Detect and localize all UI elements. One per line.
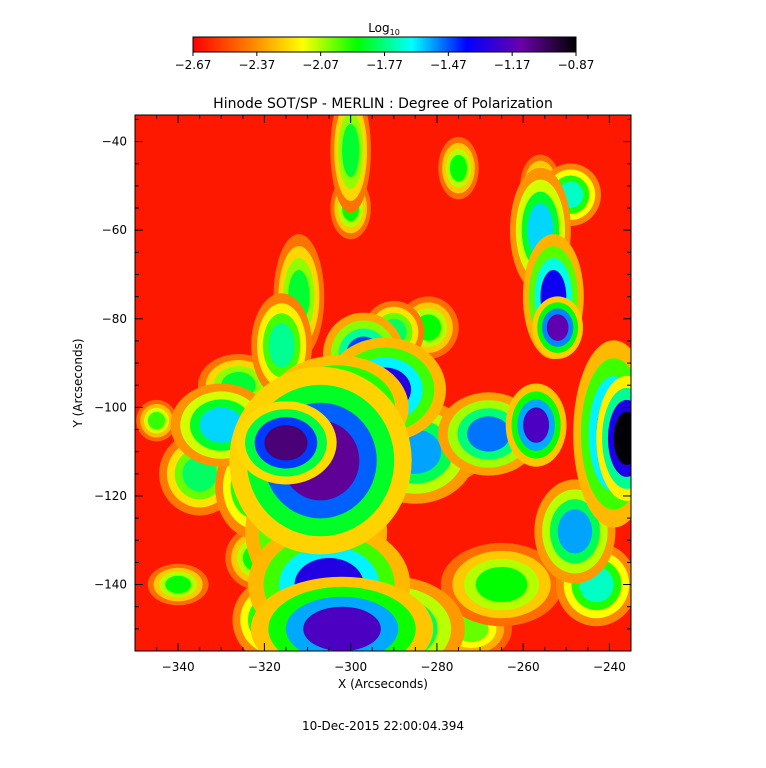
colorbar-title-sub: 10 [390, 28, 400, 37]
heatmap-cell [268, 323, 295, 368]
y-tick-label: −40 [102, 135, 127, 149]
heatmap-cell [199, 407, 243, 443]
colorbar-ticks: −2.67 −2.37 −2.07 −1.77 −1.47 −1.17 −0.87 [175, 52, 595, 72]
plot-frame [134, 114, 632, 652]
heatmap-cell [303, 606, 381, 651]
x-tick-label: −320 [248, 660, 281, 674]
heatmap-cell [546, 314, 569, 341]
heatmap-cell [475, 566, 528, 603]
heatmap-cell [613, 411, 631, 465]
timestamp: 10-Dec-2015 22:00:04.394 [302, 719, 464, 733]
y-tick-label: −120 [94, 489, 127, 503]
y-tick-label: −60 [102, 223, 127, 237]
colorbar-title-main: Log [368, 21, 389, 35]
heatmap-cell [467, 416, 511, 452]
heatmap-area [135, 115, 631, 651]
colorbar-tick-label: −1.77 [366, 58, 403, 72]
colorbar-tick-label: −1.47 [430, 58, 467, 72]
colorbar [192, 36, 577, 53]
x-tick-label: −280 [420, 660, 453, 674]
heatmap-cell [264, 425, 308, 461]
heatmap-cell [342, 123, 360, 178]
x-tick-label: −240 [593, 660, 626, 674]
colorbar-tick-label: −0.87 [558, 58, 595, 72]
chart-title: Hinode SOT/SP - MERLIN : Degree of Polar… [213, 96, 553, 112]
heatmap-cell [147, 411, 166, 430]
y-tick-label: −100 [94, 400, 127, 414]
heatmap-cell [449, 154, 468, 182]
heatmap-layer [135, 115, 631, 651]
colorbar-title: Log10 [368, 21, 400, 37]
axis-ticks: −340 −320 −300 −280 −260 −240 −140 −120 −100 −80 −… [94, 115, 632, 674]
colorbar-tick-label: −1.17 [494, 58, 531, 72]
colorbar-tick-label: −2.67 [175, 58, 212, 72]
colorbar-tick-label: −2.37 [238, 58, 275, 72]
heatmap-cell [165, 575, 192, 594]
heatmap-cell [557, 509, 593, 554]
heatmap-cell [523, 407, 550, 443]
y-tick-label: −80 [102, 312, 127, 326]
x-axis-label: X (Arcseconds) [338, 677, 428, 691]
x-tick-label: −300 [334, 660, 367, 674]
y-tick-label: −140 [94, 578, 127, 592]
x-tick-label: −260 [507, 660, 540, 674]
x-tick-label: −340 [162, 660, 195, 674]
colorbar-tick-label: −2.07 [302, 58, 339, 72]
y-axis-label: Y (Arcseconds) [71, 338, 85, 428]
